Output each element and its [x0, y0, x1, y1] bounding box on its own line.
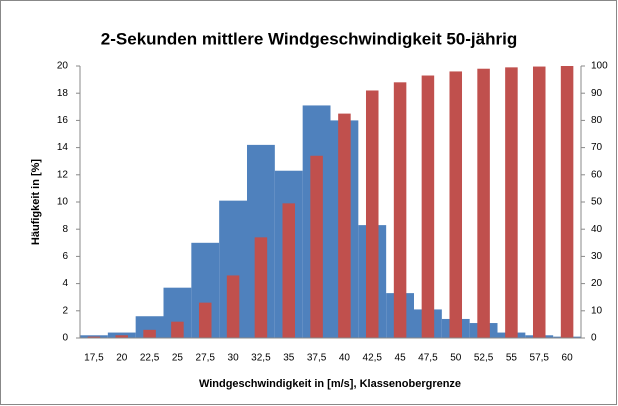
bar	[87, 336, 101, 338]
x-tick-label: 42,5	[363, 353, 383, 364]
y2-tick-label: 10	[591, 305, 603, 316]
bar	[532, 66, 546, 338]
x-tick-label: 45	[395, 353, 407, 364]
x-tick-label: 37,5	[307, 353, 327, 364]
y-tick-label: 8	[62, 224, 68, 235]
bar	[449, 71, 463, 338]
y-tick-label: 4	[62, 278, 68, 289]
bar	[477, 68, 490, 338]
x-tick-label: 50	[450, 353, 462, 364]
y-axis-title: Häufigkeit in [%]	[30, 159, 42, 246]
x-tick-label: 35	[283, 353, 295, 364]
y2-tick-label: 70	[591, 142, 603, 153]
y2-tick-label: 0	[591, 333, 597, 344]
x-tick-label: 40	[339, 353, 351, 364]
y2-tick-label: 90	[591, 88, 603, 99]
y-tick-label: 6	[62, 251, 68, 262]
y-tick-label: 18	[57, 88, 69, 99]
bar	[115, 335, 129, 338]
bar	[505, 67, 518, 339]
x-tick-label: 52,5	[474, 353, 494, 364]
x-tick-label: 30	[228, 353, 240, 364]
x-axis-title: Windgeschwindigkeit in [m/s], Klassenobe…	[199, 378, 461, 390]
bar	[310, 155, 323, 338]
bar	[393, 82, 407, 338]
chart-title: 2-Sekunden mittlere Windgeschwindigkeit …	[101, 29, 517, 48]
bar	[198, 302, 212, 338]
x-tick-label: 57,5	[530, 353, 550, 364]
x-tick-label: 32,5	[251, 353, 271, 364]
y2-tick-label: 100	[591, 61, 608, 72]
bar	[171, 321, 184, 338]
bar	[143, 329, 156, 338]
bar	[135, 316, 164, 338]
x-tick-label: 22,5	[140, 353, 160, 364]
bar	[560, 66, 574, 338]
y2-tick-label: 30	[591, 251, 603, 262]
y-tick-label: 14	[57, 142, 69, 153]
y-tick-label: 2	[62, 305, 68, 316]
x-tick-label: 27,5	[196, 353, 216, 364]
y2-tick-label: 20	[591, 278, 603, 289]
bar	[421, 75, 435, 339]
bar	[365, 90, 379, 338]
y-tick-label: 12	[57, 169, 69, 180]
y2-tick-label: 80	[591, 115, 603, 126]
bar	[226, 275, 240, 338]
bar	[282, 203, 296, 338]
y2-tick-label: 60	[591, 169, 603, 180]
y-tick-label: 16	[57, 115, 69, 126]
x-tick-label: 17,5	[84, 353, 104, 364]
y-tick-label: 20	[57, 61, 69, 72]
bar	[338, 113, 351, 338]
x-tick-label: 55	[506, 353, 518, 364]
y2-tick-label: 40	[591, 224, 603, 235]
y2-tick-label: 50	[591, 197, 603, 208]
y-tick-label: 0	[62, 333, 68, 344]
x-tick-label: 20	[116, 353, 128, 364]
x-tick-label: 60	[562, 353, 574, 364]
x-tick-label: 25	[172, 353, 184, 364]
bar	[254, 237, 268, 338]
y-tick-label: 10	[57, 197, 69, 208]
x-tick-label: 47,5	[418, 353, 438, 364]
